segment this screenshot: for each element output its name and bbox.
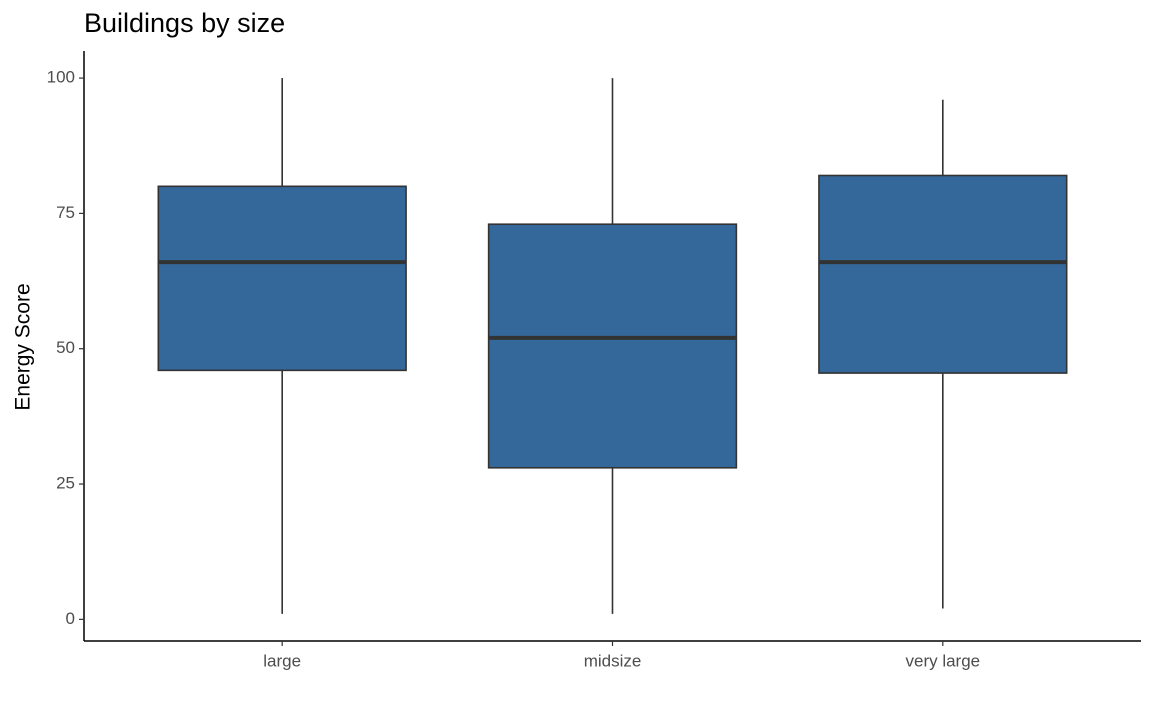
box xyxy=(818,174,1068,374)
x-tick-label: large xyxy=(263,651,301,670)
chart-title: Buildings by size xyxy=(84,8,285,38)
box xyxy=(157,185,407,372)
y-tick-label: 25 xyxy=(56,474,75,493)
y-tick-label: 75 xyxy=(56,203,75,222)
box xyxy=(487,223,738,469)
y-tick-label: 0 xyxy=(66,609,75,628)
y-axis-title: Energy Score xyxy=(12,283,35,410)
x-tick-label: very large xyxy=(905,651,980,670)
y-tick-label: 100 xyxy=(47,68,75,87)
y-tick-label: 50 xyxy=(56,338,75,357)
x-tick-label: midsize xyxy=(584,651,642,670)
